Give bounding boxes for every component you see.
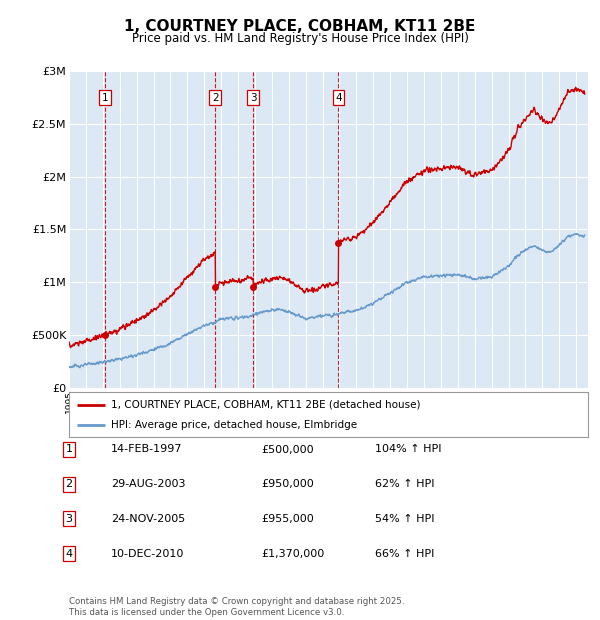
Text: 1: 1 <box>101 92 108 103</box>
Text: Contains HM Land Registry data © Crown copyright and database right 2025.
This d: Contains HM Land Registry data © Crown c… <box>69 598 404 617</box>
Text: 1: 1 <box>65 445 73 454</box>
Text: 14-FEB-1997: 14-FEB-1997 <box>111 445 182 454</box>
Text: 3: 3 <box>250 92 257 103</box>
Text: 3: 3 <box>65 514 73 524</box>
Text: 104% ↑ HPI: 104% ↑ HPI <box>375 445 442 454</box>
Text: 62% ↑ HPI: 62% ↑ HPI <box>375 479 434 489</box>
Text: £1,370,000: £1,370,000 <box>261 549 324 559</box>
Text: Price paid vs. HM Land Registry's House Price Index (HPI): Price paid vs. HM Land Registry's House … <box>131 32 469 45</box>
Text: 1, COURTNEY PLACE, COBHAM, KT11 2BE (detached house): 1, COURTNEY PLACE, COBHAM, KT11 2BE (det… <box>110 399 420 410</box>
Text: 24-NOV-2005: 24-NOV-2005 <box>111 514 185 524</box>
Text: 1, COURTNEY PLACE, COBHAM, KT11 2BE: 1, COURTNEY PLACE, COBHAM, KT11 2BE <box>124 19 476 33</box>
Text: 4: 4 <box>65 549 73 559</box>
Text: 4: 4 <box>335 92 342 103</box>
Text: £950,000: £950,000 <box>261 479 314 489</box>
Text: HPI: Average price, detached house, Elmbridge: HPI: Average price, detached house, Elmb… <box>110 420 356 430</box>
Text: 2: 2 <box>65 479 73 489</box>
Text: 2: 2 <box>212 92 219 103</box>
Text: £500,000: £500,000 <box>261 445 314 454</box>
Text: 10-DEC-2010: 10-DEC-2010 <box>111 549 184 559</box>
Text: £955,000: £955,000 <box>261 514 314 524</box>
Text: 29-AUG-2003: 29-AUG-2003 <box>111 479 185 489</box>
Text: 54% ↑ HPI: 54% ↑ HPI <box>375 514 434 524</box>
Text: 66% ↑ HPI: 66% ↑ HPI <box>375 549 434 559</box>
